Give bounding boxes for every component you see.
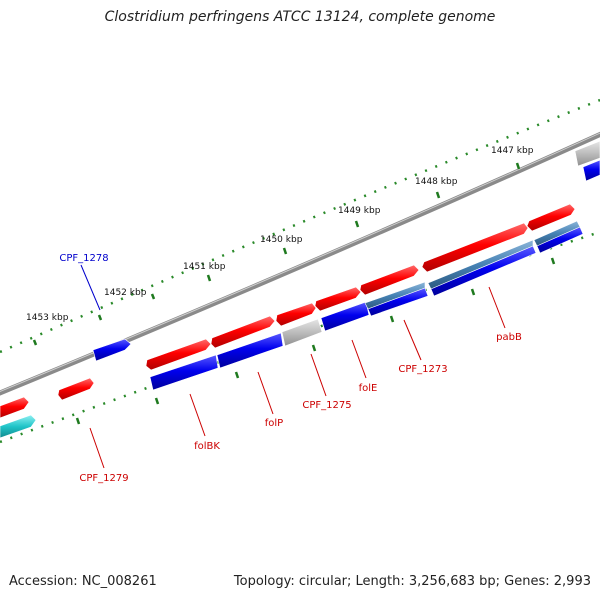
genome-backbone: [0, 131, 600, 396]
feature-red-left[interactable]: [0, 396, 30, 419]
feature-cpf1279[interactable]: [57, 377, 95, 401]
inner-ruler-ticks: [75, 257, 556, 425]
gene-label-folE[interactable]: folE: [359, 383, 378, 394]
gene-label-folBK[interactable]: folBK: [194, 441, 220, 452]
accession-text: Accession: NC_008261: [9, 574, 157, 589]
leader-CPF_1275: [310, 353, 327, 397]
leader-pabB: [488, 286, 506, 329]
feature-cpf1278-arrow[interactable]: [92, 338, 132, 362]
ruler-label-1453: 1453 kbp: [26, 313, 69, 323]
leader-CPF_1279: [89, 427, 105, 469]
feature-fwd-5[interactable]: [359, 264, 420, 296]
leader-folE: [351, 339, 367, 379]
feature-fwd-7[interactable]: [526, 203, 576, 232]
feature-blue-edge[interactable]: [582, 159, 600, 182]
feature-fwd-1[interactable]: [145, 338, 212, 371]
genome-summary-text: Topology: circular; Length: 3,256,683 bp…: [233, 574, 591, 589]
ruler-label-1450: 1450 kbp: [260, 235, 303, 245]
gene-label-pabB[interactable]: pabB: [496, 332, 522, 343]
feature-folP[interactable]: [216, 332, 284, 369]
feature-blue-right[interactable]: [536, 226, 584, 254]
ruler-label-1449: 1449 kbp: [338, 206, 381, 216]
feature-cpf1275[interactable]: [281, 318, 323, 347]
feature-folE[interactable]: [320, 301, 370, 332]
gene-label-CPF_1278[interactable]: CPF_1278: [59, 253, 108, 264]
feature-cyan-left[interactable]: [0, 414, 37, 439]
feature-fwd-grey[interactable]: [574, 140, 600, 167]
gene-label-CPF_1279[interactable]: CPF_1279: [79, 473, 128, 484]
outer-ruler-ticks: [32, 162, 521, 346]
feature-fwd-4[interactable]: [314, 286, 362, 312]
feature-fwd-6[interactable]: [421, 222, 529, 273]
feature-cpf1273-rev[interactable]: [367, 287, 429, 317]
ruler-label-1448: 1448 kbp: [415, 177, 458, 187]
leader-folP: [257, 371, 274, 415]
feature-fwd-3[interactable]: [275, 302, 317, 327]
gene-label-CPF_1275[interactable]: CPF_1275: [302, 400, 351, 411]
feature-fwd-2[interactable]: [210, 315, 276, 349]
forward-features: [92, 140, 600, 371]
reverse-features: [0, 159, 600, 439]
ruler-label-1447: 1447 kbp: [491, 146, 534, 156]
leader-CPF_1278: [80, 264, 101, 311]
gene-label-CPF_1273[interactable]: CPF_1273: [398, 364, 447, 375]
gene-label-folP[interactable]: folP: [265, 418, 283, 429]
feature-folBK[interactable]: [149, 354, 219, 391]
ruler-label-1451: 1451 kbp: [183, 262, 226, 272]
ruler-label-1452: 1452 kbp: [104, 288, 147, 298]
feature-pabB-rev[interactable]: [430, 245, 537, 297]
leader-CPF_1273: [403, 319, 422, 361]
leader-folBK: [189, 393, 206, 437]
map-title: Clostridium perfringens ATCC 13124, comp…: [104, 9, 496, 25]
